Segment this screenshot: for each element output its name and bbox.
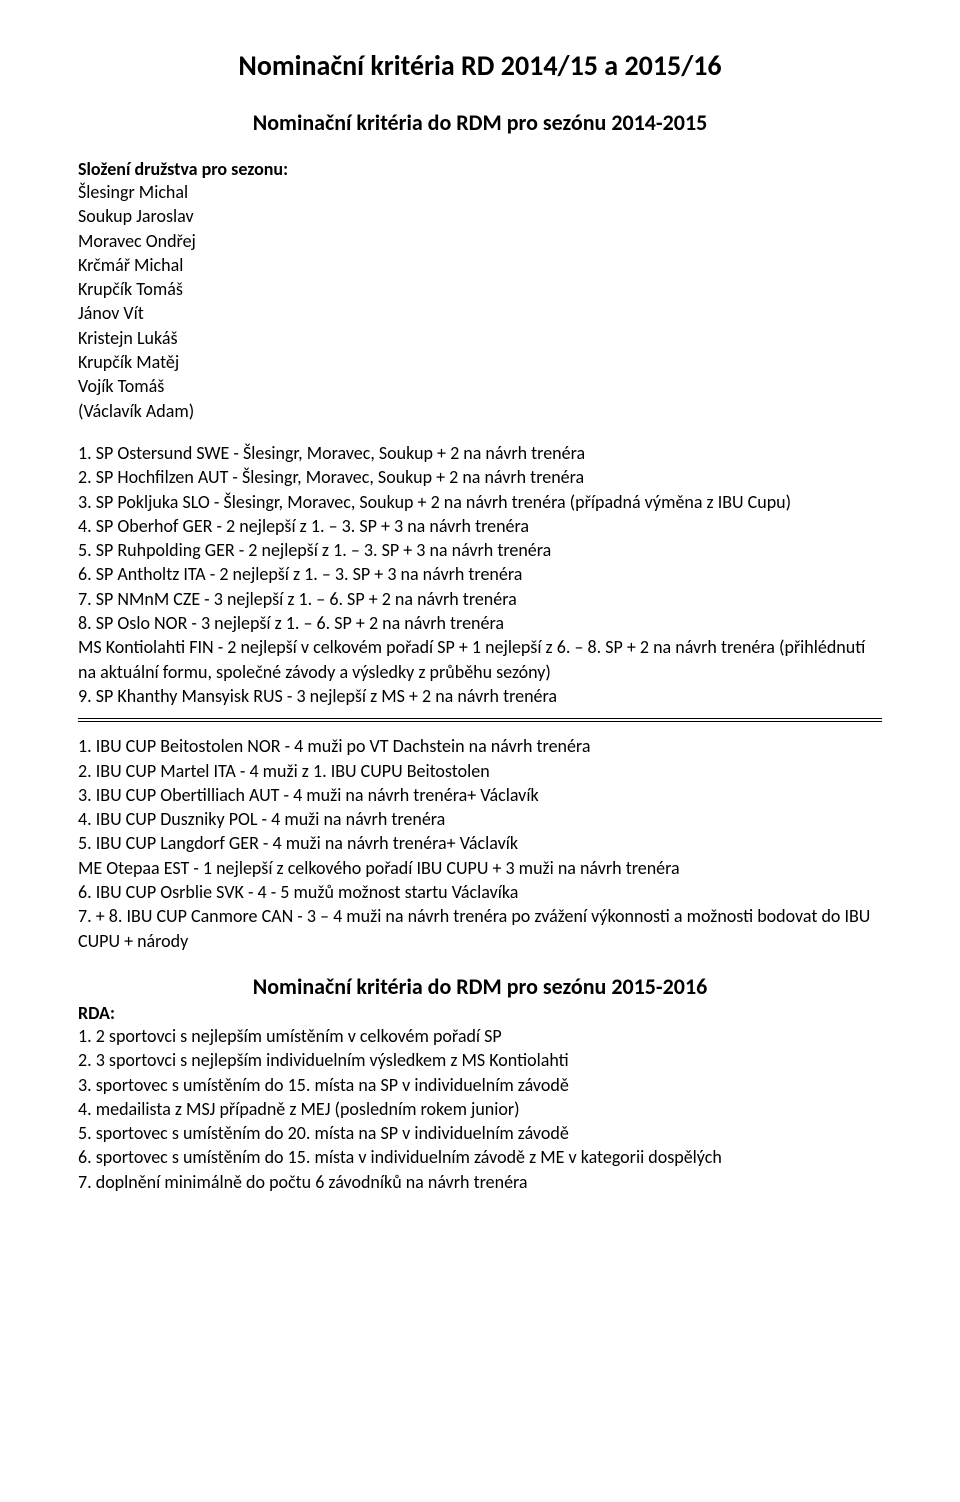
list-item: 3. SP Pokljuka SLO - Šlesingr, Moravec, … xyxy=(78,490,882,514)
list-item: 6. sportovec s umístěním do 15. místa v … xyxy=(78,1145,882,1169)
document-page: Nominační kritéria RD 2014/15 a 2015/16 … xyxy=(0,0,960,1252)
list-item: 1. SP Ostersund SWE - Šlesingr, Moravec,… xyxy=(78,441,882,465)
list-item: 3. sportovec s umístěním do 15. místa na… xyxy=(78,1073,882,1097)
list-item: 2. IBU CUP Martel ITA - 4 muži z 1. IBU … xyxy=(78,759,882,783)
section-divider xyxy=(78,718,882,722)
rda-label: RDA: xyxy=(78,1002,882,1024)
list-item: 6. SP Antholtz ITA - 2 nejlepší z 1. – 3… xyxy=(78,562,882,586)
list-item: 5. IBU CUP Langdorf GER - 4 muži na návr… xyxy=(78,831,882,855)
list-item: 7. + 8. IBU CUP Canmore CAN - 3 – 4 muži… xyxy=(78,904,882,953)
roster-label: Složení družstva pro sezonu: xyxy=(78,158,882,180)
list-item: 9. SP Khanthy Mansyisk RUS - 3 nejlepší … xyxy=(78,684,882,708)
list-item: 4. SP Oberhof GER - 2 nejlepší z 1. – 3.… xyxy=(78,514,882,538)
list-item: 4. IBU CUP Duszniky POL - 4 muži na návr… xyxy=(78,807,882,831)
list-item: Soukup Jaroslav xyxy=(78,204,882,228)
list-item: 6. IBU CUP Osrblie SVK - 4 - 5 mužů možn… xyxy=(78,880,882,904)
subtitle-2015-2016: Nominační kritéria do RDM pro sezónu 201… xyxy=(78,973,882,1000)
list-item: 7. doplnění minimálně do počtu 6 závodní… xyxy=(78,1170,882,1194)
subtitle-2014-2015: Nominační kritéria do RDM pro sezónu 201… xyxy=(78,109,882,136)
list-item: MS Kontiolahti FIN - 2 nejlepší v celkov… xyxy=(78,635,882,684)
sp-list: 1. SP Ostersund SWE - Šlesingr, Moravec,… xyxy=(78,441,882,708)
list-item: 3. IBU CUP Obertilliach AUT - 4 muži na … xyxy=(78,783,882,807)
list-item: Moravec Ondřej xyxy=(78,229,882,253)
list-item: Kristejn Lukáš xyxy=(78,326,882,350)
list-item: Jánov Vít xyxy=(78,301,882,325)
rda-criteria-list: 1. 2 sportovci s nejlepším umístěním v c… xyxy=(78,1024,882,1194)
list-item: Krupčík Matěj xyxy=(78,350,882,374)
list-item: 7. SP NMnM CZE - 3 nejlepší z 1. – 6. SP… xyxy=(78,587,882,611)
list-item: 2. SP Hochfilzen AUT - Šlesingr, Moravec… xyxy=(78,465,882,489)
list-item: Krčmář Michal xyxy=(78,253,882,277)
list-item: 1. 2 sportovci s nejlepším umístěním v c… xyxy=(78,1024,882,1048)
list-item: 2. 3 sportovci s nejlepším individuelním… xyxy=(78,1048,882,1072)
list-item: Vojík Tomáš xyxy=(78,374,882,398)
roster-list: Šlesingr MichalSoukup JaroslavMoravec On… xyxy=(78,180,882,423)
list-item: (Václavík Adam) xyxy=(78,399,882,423)
ibu-cup-list: 1. IBU CUP Beitostolen NOR - 4 muži po V… xyxy=(78,734,882,953)
list-item: ME Otepaa EST - 1 nejlepší z celkového p… xyxy=(78,856,882,880)
list-item: 5. sportovec s umístěním do 20. místa na… xyxy=(78,1121,882,1145)
list-item: 4. medailista z MSJ případně z MEJ (posl… xyxy=(78,1097,882,1121)
list-item: Šlesingr Michal xyxy=(78,180,882,204)
list-item: 5. SP Ruhpolding GER - 2 nejlepší z 1. –… xyxy=(78,538,882,562)
list-item: 8. SP Oslo NOR - 3 nejlepší z 1. – 6. SP… xyxy=(78,611,882,635)
list-item: 1. IBU CUP Beitostolen NOR - 4 muži po V… xyxy=(78,734,882,758)
main-title: Nominační kritéria RD 2014/15 a 2015/16 xyxy=(78,48,882,83)
list-item: Krupčík Tomáš xyxy=(78,277,882,301)
